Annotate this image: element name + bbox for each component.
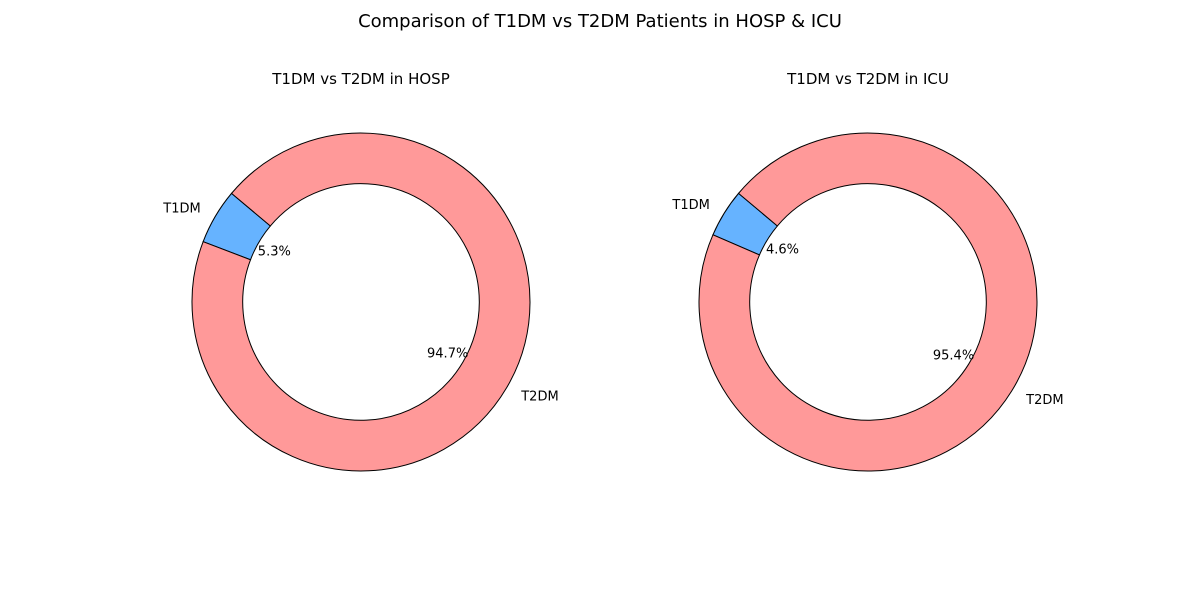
figure-title: Comparison of T1DM vs T2DM Patients in H… xyxy=(358,11,842,32)
category-label-t2dm-icu: T2DM xyxy=(1025,393,1063,408)
value-label-t1dm-icu: 4.6% xyxy=(766,243,799,258)
value-label-t1dm-hosp: 5.3% xyxy=(258,245,291,260)
donut-chart-hosp: T1DM 5.3% T2DM 94.7% T1DM vs T2DM in HOSP xyxy=(162,70,559,472)
category-label-t2dm-hosp: T2DM xyxy=(520,390,558,405)
slice-t2dm-hosp xyxy=(191,132,531,472)
chart-title-icu: T1DM vs T2DM in ICU xyxy=(786,70,949,88)
chart-title-hosp: T1DM vs T2DM in HOSP xyxy=(271,70,450,88)
category-label-t1dm-hosp: T1DM xyxy=(162,201,200,216)
value-label-t2dm-hosp: 94.7% xyxy=(427,346,468,361)
value-label-t2dm-icu: 95.4% xyxy=(933,348,974,363)
category-label-t1dm-icu: T1DM xyxy=(671,198,709,213)
slice-t2dm-icu xyxy=(698,132,1038,472)
donut-chart-icu: T1DM 4.6% T2DM 95.4% T1DM vs T2DM in ICU xyxy=(671,70,1064,472)
